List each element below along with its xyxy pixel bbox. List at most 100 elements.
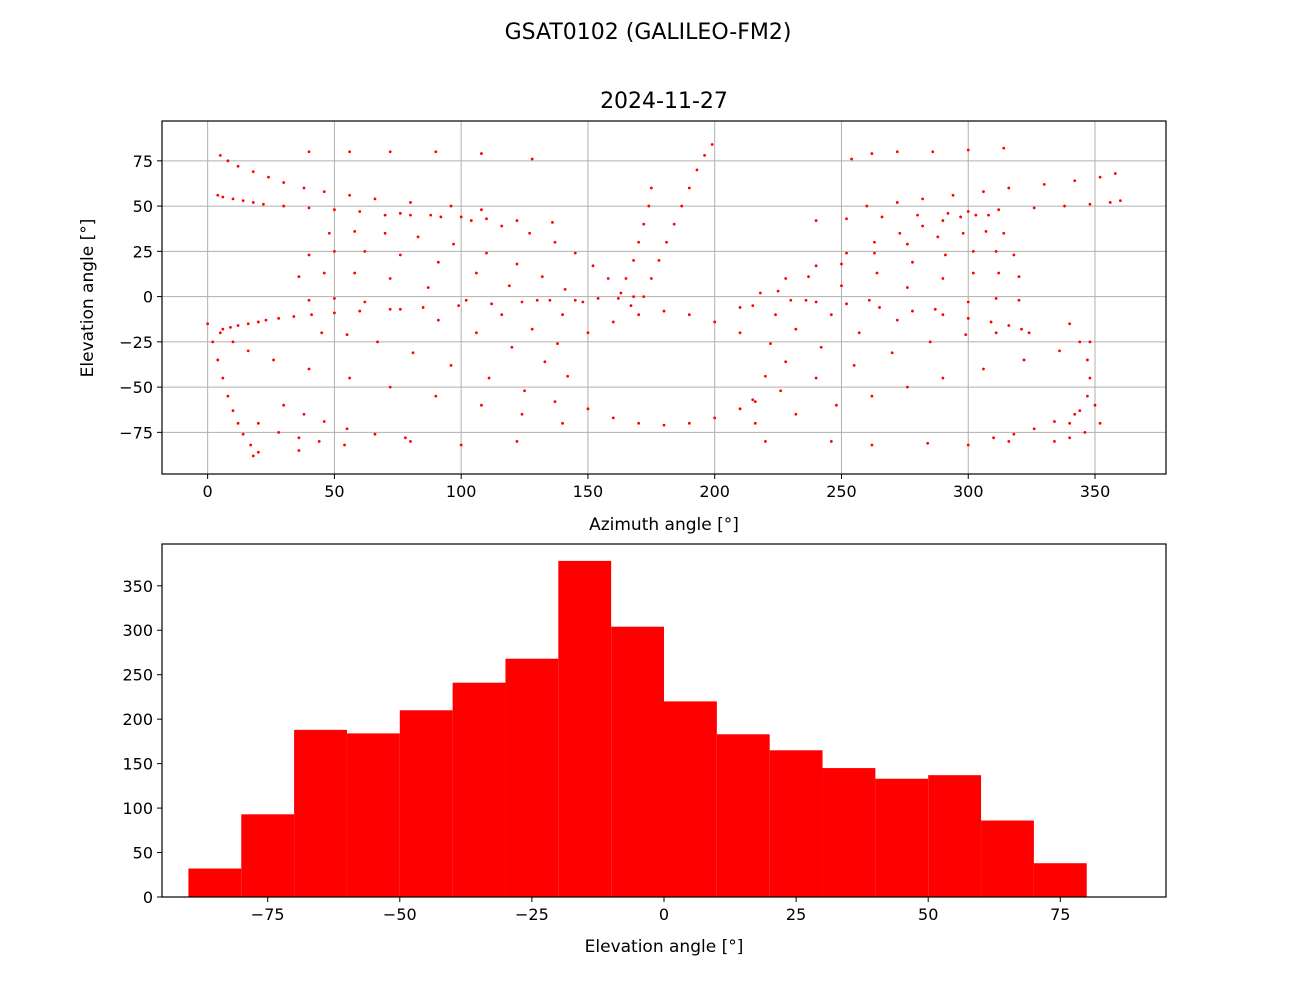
- scatter-point: [251, 454, 255, 458]
- scatter-point: [789, 298, 793, 302]
- scatter-point: [540, 275, 544, 279]
- scatter-point: [388, 307, 392, 311]
- scatter-point: [457, 304, 461, 308]
- scatter-point: [409, 213, 412, 217]
- scatter-point: [989, 320, 993, 324]
- scatter-point: [345, 427, 349, 431]
- scatter-point: [1017, 275, 1021, 279]
- histogram-bar: [241, 814, 295, 897]
- histogram-bar: [981, 820, 1034, 897]
- scatter-point: [333, 208, 336, 212]
- scatter-point: [997, 208, 1001, 212]
- scatter-point: [333, 311, 336, 315]
- scatter-point: [272, 358, 275, 362]
- scatter-point: [1022, 358, 1026, 362]
- scatter-point: [807, 275, 810, 279]
- scatter-point: [1098, 175, 1102, 179]
- scatter-point: [596, 297, 600, 300]
- scatter-point: [277, 316, 281, 320]
- histogram-ytick-label: 50: [133, 844, 153, 863]
- scatter-point: [1002, 146, 1006, 150]
- scatter-point: [814, 300, 818, 304]
- scatter-point: [500, 224, 504, 228]
- scatter-point: [1088, 340, 1092, 344]
- scatter-point: [490, 302, 493, 306]
- histogram-bar: [505, 658, 559, 897]
- scatter-point: [221, 376, 225, 380]
- scatter-point: [388, 277, 392, 280]
- scatter-point: [769, 342, 772, 346]
- scatter-point: [776, 289, 780, 293]
- scatter-point: [256, 450, 260, 454]
- scatter-point: [1027, 331, 1031, 335]
- scatter-point: [941, 313, 945, 317]
- scatter-point: [403, 436, 407, 440]
- scatter-point: [236, 164, 240, 168]
- scatter-point: [206, 322, 210, 326]
- scatter-point: [1017, 298, 1021, 302]
- scatter-point: [928, 340, 932, 344]
- scatter-point: [563, 287, 567, 291]
- scatter-xtick-label: 250: [826, 482, 857, 501]
- scatter-point: [951, 193, 955, 197]
- scatter-point: [779, 389, 783, 393]
- scatter-point: [421, 306, 425, 309]
- scatter-point: [216, 358, 220, 362]
- scatter-point: [307, 150, 311, 154]
- scatter-point: [870, 394, 874, 398]
- scatter-point: [905, 286, 909, 289]
- scatter-point: [510, 345, 514, 349]
- scatter-point: [994, 331, 998, 335]
- scatter-point: [553, 240, 557, 244]
- scatter-point: [591, 264, 595, 268]
- scatter-point: [292, 315, 296, 318]
- scatter-point: [895, 318, 899, 322]
- scatter-point: [944, 253, 947, 257]
- scatter-point: [703, 153, 706, 157]
- scatter-point: [971, 271, 975, 275]
- scatter-point: [1073, 179, 1077, 183]
- scatter-point: [738, 306, 742, 309]
- scatter-point: [921, 197, 925, 201]
- scatter-point: [358, 309, 362, 313]
- scatter-point: [1086, 358, 1089, 362]
- scatter-point: [992, 436, 995, 440]
- scatter-point: [246, 322, 250, 326]
- scatter-point: [994, 249, 998, 253]
- scatter-point: [434, 150, 438, 154]
- scatter-point: [246, 349, 250, 353]
- scatter-point: [637, 421, 641, 425]
- scatter-point: [946, 211, 950, 215]
- scatter-point: [895, 150, 899, 154]
- scatter-point: [878, 306, 881, 309]
- scatter-point: [449, 363, 453, 367]
- scatter-point: [657, 258, 661, 262]
- scatter-point: [1002, 231, 1006, 235]
- scatter-point: [1078, 340, 1082, 344]
- scatter-point: [611, 320, 615, 324]
- histogram-bar: [452, 682, 506, 897]
- scatter-point: [1108, 201, 1112, 204]
- scatter-point: [1118, 199, 1122, 203]
- scatter-point: [687, 421, 691, 425]
- scatter-point: [561, 421, 564, 425]
- scatter-point: [1020, 327, 1023, 331]
- scatter-point: [322, 190, 326, 194]
- scatter-point: [637, 240, 641, 244]
- scatter-point: [606, 277, 610, 280]
- scatter-point: [738, 407, 742, 411]
- histogram-chart: −75 −50 −25 0 25 50 75 0 50 100 150 200 250 300 350 E…: [122, 543, 1167, 957]
- scatter-point: [310, 313, 313, 317]
- scatter-point: [551, 220, 554, 224]
- scatter-title: 2024-11-27: [600, 89, 728, 114]
- scatter-point: [647, 204, 651, 208]
- scatter-point: [528, 231, 532, 235]
- scatter-point: [485, 217, 488, 221]
- scatter-point: [480, 403, 483, 407]
- scatter-ytick-label: −25: [119, 333, 153, 352]
- scatter-xlabel: Azimuth angle [°]: [589, 515, 739, 535]
- scatter-point: [515, 440, 519, 443]
- scatter-point: [845, 251, 848, 255]
- scatter-point: [1053, 420, 1056, 423]
- scatter-point: [343, 443, 346, 447]
